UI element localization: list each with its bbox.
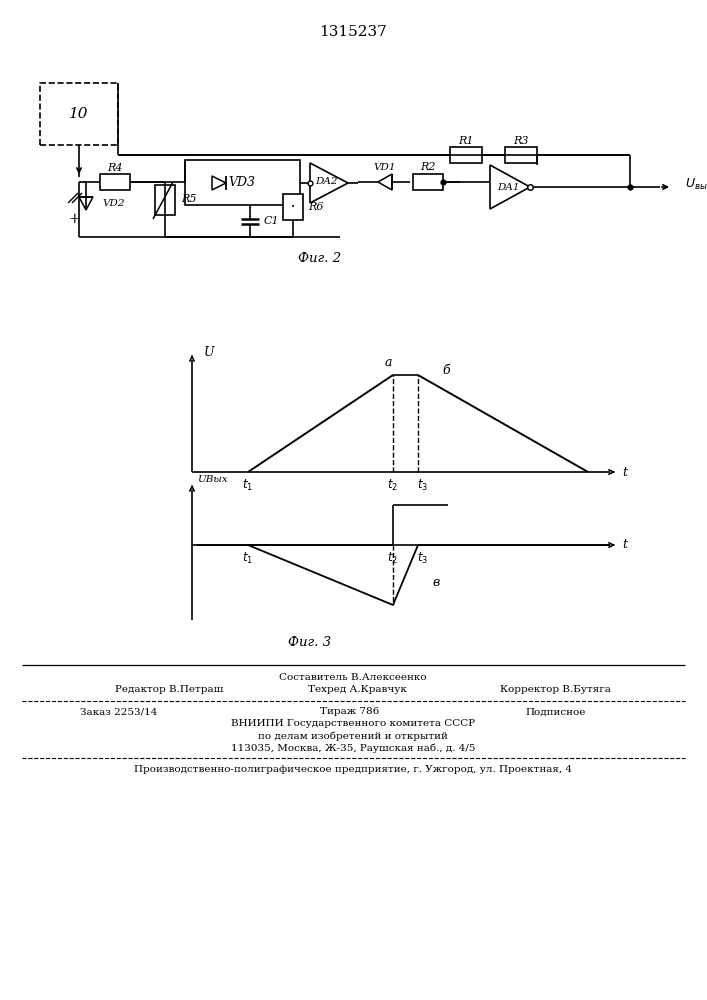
Text: Составитель В.Алексеенко: Составитель В.Алексеенко [279, 672, 427, 682]
Text: $t_3$: $t_3$ [417, 550, 428, 566]
Text: $t_1$: $t_1$ [243, 550, 254, 566]
Text: в: в [433, 576, 440, 589]
Bar [100, 174, 130, 190]
Text: U: U [204, 346, 214, 359]
Polygon shape [212, 176, 226, 190]
Text: ВНИИПИ Государственного комитета СССР: ВНИИПИ Государственного комитета СССР [231, 720, 475, 728]
Text: t: t [622, 466, 628, 479]
Text: 113035, Москва, Ж-35, Раушская наб., д. 4/5: 113035, Москва, Ж-35, Раушская наб., д. … [230, 743, 475, 753]
Bar [413, 174, 443, 190]
Text: Редактор В.Петраш: Редактор В.Петраш [115, 686, 223, 694]
Text: $t_2$: $t_2$ [387, 477, 399, 493]
Text: $U_{вых}$: $U_{вых}$ [685, 176, 707, 192]
Polygon shape [310, 163, 348, 203]
Bar [450, 147, 482, 163]
Text: Заказ 2253/14: Заказ 2253/14 [80, 708, 158, 716]
Text: Корректор В.Бутяга: Корректор В.Бутяга [500, 686, 611, 694]
Text: $t_3$: $t_3$ [417, 477, 428, 493]
Bar [185, 160, 300, 205]
Text: Тираж 786: Тираж 786 [320, 708, 379, 716]
Text: Фиг. 2: Фиг. 2 [298, 251, 341, 264]
Text: Фиг. 3: Фиг. 3 [288, 636, 332, 648]
Text: Производственно-полиграфическое предприятие, г. Ужгород, ул. Проектная, 4: Производственно-полиграфическое предприя… [134, 766, 572, 774]
Text: a: a [384, 356, 392, 368]
Text: DA1: DA1 [497, 182, 519, 192]
Polygon shape [490, 165, 530, 209]
Text: R1: R1 [458, 136, 474, 146]
Text: б: б [442, 363, 450, 376]
Text: UВых: UВых [197, 476, 228, 485]
Bar [283, 194, 303, 220]
Bar [505, 147, 537, 163]
Bar [155, 185, 175, 215]
Text: R2: R2 [420, 162, 436, 172]
Text: 1315237: 1315237 [319, 25, 387, 39]
Text: VD3: VD3 [228, 176, 255, 190]
Text: C1: C1 [264, 216, 280, 226]
Text: R6: R6 [308, 202, 324, 212]
Text: $t_2$: $t_2$ [387, 550, 399, 566]
Text: R5: R5 [181, 194, 197, 204]
Text: $t_1$: $t_1$ [243, 477, 254, 493]
Text: VD1: VD1 [374, 163, 396, 172]
Text: VD2: VD2 [102, 198, 124, 208]
Text: R4: R4 [107, 163, 123, 173]
Text: +: + [68, 212, 80, 226]
Text: Техред А.Кравчук: Техред А.Кравчук [308, 686, 407, 694]
Text: по делам изобретений и открытий: по делам изобретений и открытий [258, 731, 448, 741]
Text: t: t [622, 538, 628, 552]
Text: Подписное: Подписное [525, 708, 585, 716]
Polygon shape [79, 197, 93, 210]
Bar [40, 83, 118, 145]
Polygon shape [378, 174, 392, 190]
Text: DA2: DA2 [315, 176, 337, 186]
Text: R3: R3 [513, 136, 529, 146]
Text: 10: 10 [69, 107, 89, 121]
